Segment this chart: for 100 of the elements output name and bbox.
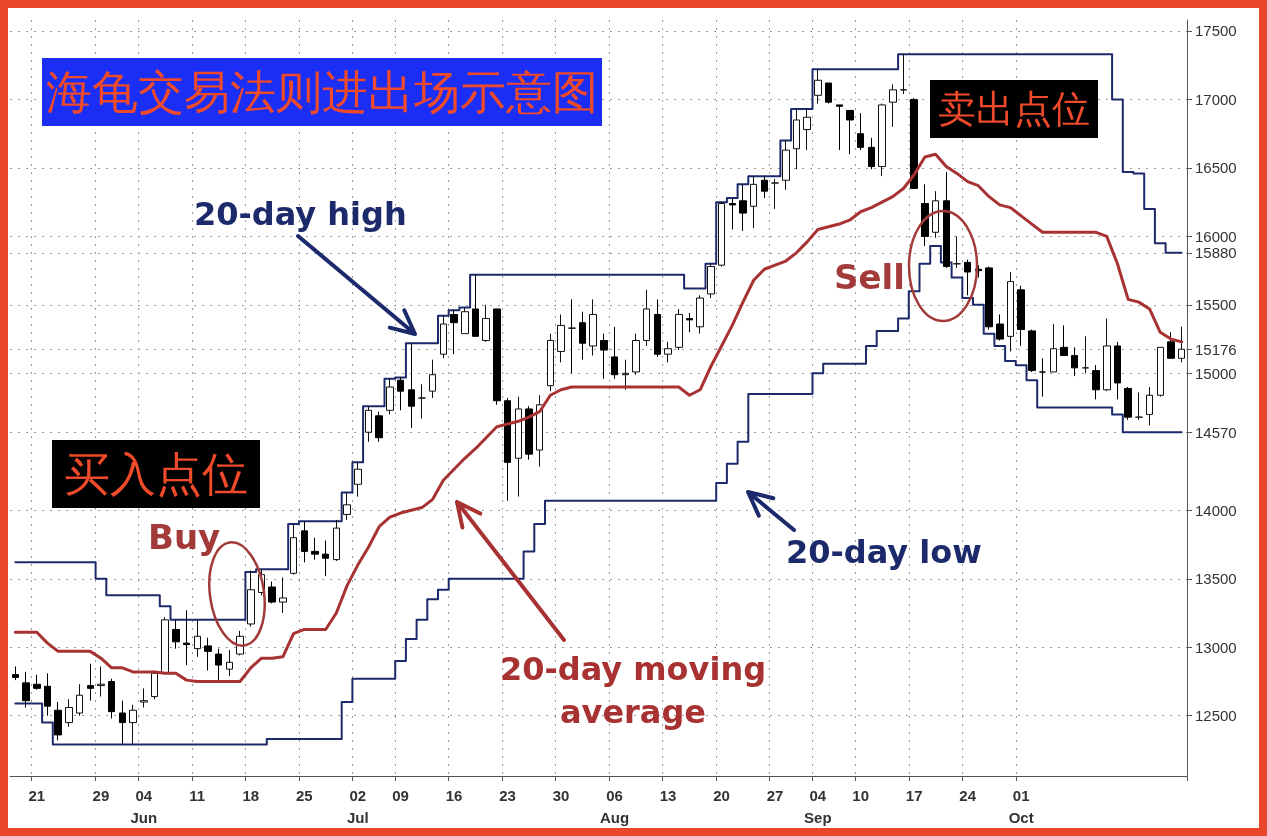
candlestick	[654, 298, 661, 358]
candlestick	[846, 109, 854, 155]
x-tick-label: 11	[189, 786, 206, 804]
x-tick-label: 17	[905, 786, 923, 804]
candlestick	[836, 104, 843, 151]
candlestick	[311, 537, 319, 561]
y-tick-label: 17500	[1195, 22, 1237, 40]
candlestick	[761, 175, 768, 199]
x-tick-label: 06 Aug	[599, 786, 630, 826]
candlestick	[290, 523, 297, 576]
y-tick-label: 14570	[1195, 423, 1237, 441]
annotation: Sell	[834, 257, 905, 297]
candlestick	[1124, 386, 1132, 421]
candlestick	[97, 665, 105, 698]
candlestick	[750, 175, 757, 229]
candlestick	[1103, 318, 1111, 392]
candlestick	[1157, 346, 1164, 398]
candlestick	[996, 313, 1004, 341]
y-tick-label: 15500	[1195, 296, 1237, 314]
candlestick	[129, 704, 137, 745]
candlestick	[878, 103, 886, 177]
text: 20-day high	[194, 195, 407, 233]
candlestick	[793, 108, 800, 170]
legend-label: 20-day low	[786, 533, 982, 571]
candlestick	[268, 581, 276, 604]
candlestick	[953, 235, 961, 269]
candlestick	[1092, 364, 1100, 400]
candlestick	[910, 97, 918, 189]
candlestick	[33, 674, 41, 691]
candlestick	[375, 411, 383, 443]
x-tick-label: 30	[552, 786, 570, 804]
candlestick	[301, 520, 308, 563]
candlestick	[493, 308, 501, 406]
y-tick-label: 17000	[1195, 90, 1237, 108]
candlestick	[696, 294, 704, 335]
candlestick	[1178, 326, 1185, 363]
candlestick	[247, 570, 255, 628]
candlestick	[964, 259, 971, 296]
annotation: Buy	[148, 517, 221, 557]
candlestick	[429, 359, 436, 399]
candlestick	[1060, 324, 1068, 357]
y-tick-label: 13500	[1195, 570, 1237, 588]
text: 海龟交易法则进出场示意图	[42, 58, 602, 126]
candlestick	[771, 178, 779, 210]
x-tick-label: 09	[392, 786, 409, 804]
y-tick-label: 14000	[1195, 501, 1237, 519]
candlestick	[418, 383, 426, 420]
candlestick	[322, 539, 329, 577]
candlestick	[825, 82, 832, 105]
candlestick	[643, 289, 650, 347]
candlestick	[568, 298, 576, 374]
candlestick	[814, 68, 822, 105]
x-tick-label: 21	[28, 786, 46, 804]
candlestick	[707, 263, 715, 299]
candlestick	[204, 637, 212, 672]
candlestick	[472, 274, 479, 337]
x-tick-label: 02 Jul	[346, 786, 369, 826]
candlestick	[461, 307, 469, 335]
candlestick	[1017, 285, 1025, 347]
candlestick	[333, 519, 340, 562]
candlestick	[600, 333, 608, 380]
candlestick	[943, 171, 950, 269]
candlestick	[450, 309, 458, 355]
candlestick	[557, 313, 565, 363]
candlestick	[1114, 341, 1121, 400]
candlestick	[868, 137, 875, 170]
candlestick	[525, 405, 533, 461]
x-tick-label: 04 Sep	[804, 786, 832, 826]
y-tick-label: 12500	[1195, 707, 1237, 725]
candlestick	[782, 140, 790, 191]
candlestick	[589, 298, 597, 357]
text: 20-day moving average	[498, 649, 768, 734]
candlestick	[1071, 346, 1078, 377]
x-tick-label: 13	[659, 786, 677, 804]
candlestick	[1135, 392, 1143, 421]
candlestick	[547, 333, 554, 392]
candlestick	[622, 359, 629, 391]
candlestick	[354, 461, 362, 498]
candlestick	[22, 671, 30, 709]
candlestick	[857, 112, 864, 151]
x-tick-label: 10	[852, 786, 869, 804]
x-tick-label: 27	[766, 786, 784, 804]
y-tick-label: 15176	[1195, 340, 1237, 358]
y-tick-label: 13000	[1195, 638, 1237, 656]
x-tick-label: 29	[92, 786, 110, 804]
y-tick-label: 16500	[1195, 159, 1237, 177]
candlestick	[1050, 323, 1057, 373]
candlestick	[718, 201, 725, 268]
y-tick-label: 16000	[1195, 227, 1237, 245]
x-tick-label: 18	[242, 786, 260, 804]
candlestick	[365, 405, 372, 443]
candlestick	[440, 315, 447, 359]
candlestick	[611, 326, 618, 380]
x-tick-label: 04 Jun	[130, 786, 158, 826]
candlestick	[12, 665, 19, 681]
candlestick	[686, 312, 693, 333]
candlestick	[44, 672, 51, 717]
x-tick-label: 24	[959, 786, 977, 804]
candlestick	[1167, 331, 1175, 359]
candlestick	[664, 341, 672, 363]
